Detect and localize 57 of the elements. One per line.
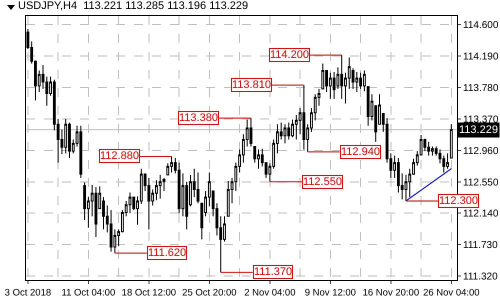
x-tick-label: 26 Nov 04:00 — [423, 287, 480, 298]
candlestick — [359, 72, 362, 90]
candlestick — [147, 177, 150, 230]
candlestick — [332, 72, 336, 100]
y-tick-label: 111.730 — [463, 240, 498, 252]
y-tick-label: 112.960 — [463, 146, 499, 157]
candlestick — [68, 122, 71, 158]
candlestick — [226, 180, 230, 217]
candlestick — [355, 72, 358, 92]
candlestick — [302, 84, 306, 150]
y-tick-label: 112.550 — [463, 177, 499, 188]
candlestick — [431, 146, 434, 156]
candlestick — [64, 118, 68, 154]
x-tick-label: 9 Nov 12:00 — [304, 287, 356, 298]
y-tick-label: 114.600 — [463, 20, 499, 31]
candlestick — [257, 149, 260, 170]
annotation: 112.550 — [303, 176, 342, 188]
candlestick — [321, 63, 324, 90]
candlestick — [79, 125, 82, 178]
candlestick — [128, 192, 132, 214]
candlestick — [170, 156, 173, 174]
chart-title: USDJPY,H4 113.221 113.285 113.196 113.229 — [18, 0, 248, 12]
candlestick — [284, 124, 286, 144]
ref-line-label: 113.229 — [459, 124, 498, 136]
candlestick — [446, 152, 449, 170]
x-tick-label: 16 Nov 20:00 — [362, 287, 420, 298]
candlestick — [287, 122, 290, 140]
x-tick-label: 2 Nov 04:00 — [244, 287, 296, 298]
annotation: 114.200 — [270, 49, 309, 61]
y-tick-label: 111.320 — [463, 272, 498, 283]
annotation: 113.380 — [179, 112, 218, 124]
y-tick-label: 113.780 — [463, 82, 499, 94]
annotation: 113.810 — [232, 79, 271, 91]
candlestick — [196, 172, 200, 204]
candlestick — [340, 54, 344, 100]
candlestick — [178, 162, 181, 214]
candlestick — [158, 174, 162, 200]
x-tick-label: 3 Oct 2018 — [4, 287, 52, 298]
candlestick — [450, 124, 453, 158]
annotation: 111.370 — [254, 266, 292, 278]
annotation: 112.300 — [439, 195, 478, 207]
candlestick — [94, 186, 98, 238]
x-tick-label: 25 Oct 20:00 — [182, 287, 237, 298]
candlestick — [328, 72, 332, 100]
x-tick-label: 11 Oct 04:00 — [62, 287, 116, 298]
y-tick-label: 114.190 — [463, 51, 499, 62]
x-tick-label: 18 Oct 12:00 — [122, 287, 176, 298]
candlestick — [427, 141, 430, 156]
candlestick — [291, 119, 294, 138]
candlestick — [250, 118, 252, 147]
y-tick-label: 113.370 — [463, 114, 499, 126]
annotation: 111.620 — [148, 247, 186, 259]
candlestick — [110, 210, 112, 252]
candlestick — [423, 138, 426, 152]
annotation: 112.880 — [100, 150, 139, 162]
y-tick-label: 112.140 — [463, 208, 499, 220]
annotation: 112.940 — [341, 146, 380, 158]
